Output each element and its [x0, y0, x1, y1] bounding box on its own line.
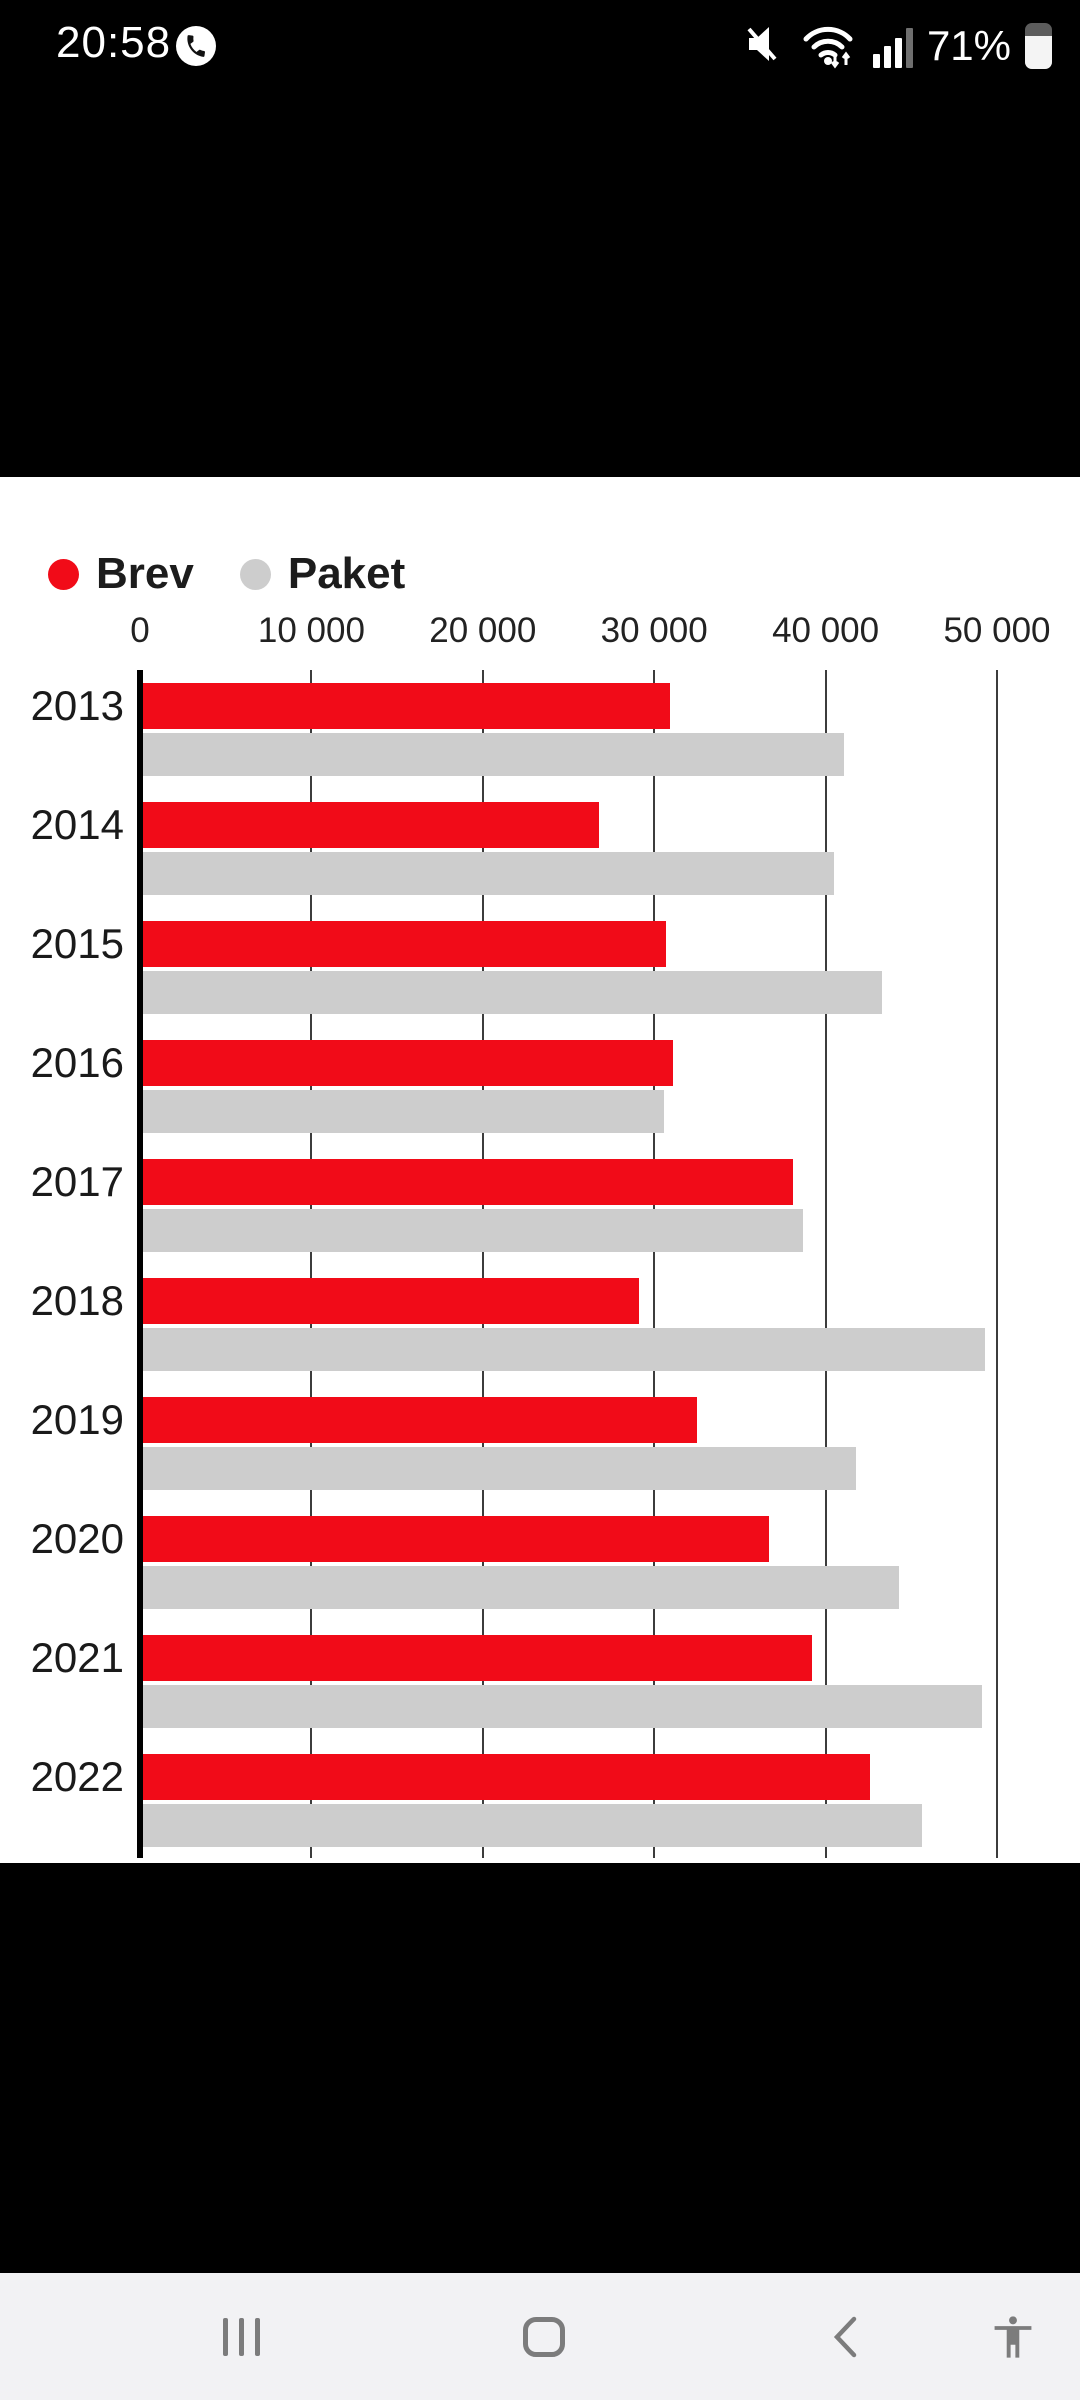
x-tick-label: 10 000	[257, 611, 365, 650]
legend-dot-brev	[48, 558, 79, 590]
legend-label-brev: Brev	[96, 549, 194, 598]
accessibility-icon	[994, 2315, 1032, 2358]
ongoing-call-icon	[176, 26, 216, 66]
year-label: 2020	[30, 1515, 124, 1562]
signal-icon	[872, 24, 913, 68]
home-icon	[523, 2316, 565, 2357]
x-tick-label: 20 000	[429, 611, 537, 650]
status-time: 20:58	[56, 18, 172, 67]
plot-area: 2013 2014 2015 2016 2017 2018 2019 2020 2021 2022	[0, 477, 1080, 1863]
bar-paket-2017	[143, 1209, 804, 1252]
legend-item-paket: Paket	[239, 549, 406, 599]
wifi-icon	[801, 19, 859, 74]
chart-panel: Brev Paket 0 10 000 20 000 30 000 40 000 50 0…	[0, 477, 1080, 1863]
recents-button[interactable]	[193, 2273, 289, 2400]
year-label: 2015	[30, 920, 124, 967]
gridline	[481, 670, 484, 1858]
bar-paket-2015	[143, 971, 883, 1014]
gridline	[824, 670, 827, 1858]
year-label: 2017	[30, 1158, 124, 1205]
x-tick-label: 40 000	[772, 611, 880, 650]
year-label: 2019	[30, 1396, 124, 1443]
bar-paket-2013	[143, 733, 845, 776]
year-label: 2014	[30, 801, 124, 848]
gridline	[996, 670, 998, 1858]
year-label: 2018	[30, 1277, 124, 1324]
accessibility-button[interactable]	[965, 2273, 1061, 2400]
back-icon	[833, 2316, 857, 2357]
gridline	[310, 670, 313, 1858]
bar-brev-2013	[143, 683, 670, 729]
bar-paket-2016	[143, 1090, 665, 1133]
bar-brev-2015	[143, 921, 667, 967]
year-label: 2021	[30, 1634, 124, 1681]
navigation-bar	[0, 2273, 1080, 2400]
home-button[interactable]	[496, 2273, 592, 2400]
bar-paket-2022	[143, 1804, 922, 1847]
bar-paket-2014	[143, 852, 835, 895]
bar-paket-2020	[143, 1566, 900, 1609]
gridline	[653, 670, 656, 1858]
year-label: 2013	[30, 682, 124, 729]
x-tick-label: 50 000	[943, 611, 1051, 650]
legend-dot-paket	[239, 558, 271, 590]
mute-icon	[741, 21, 787, 72]
bar-brev-2017	[143, 1159, 794, 1205]
bar-brev-2021	[143, 1635, 812, 1681]
bar-paket-2019	[143, 1447, 857, 1490]
bar-paket-2021	[143, 1685, 982, 1728]
bar-brev-2016	[143, 1040, 674, 1086]
bar-brev-2022	[143, 1754, 871, 1800]
battery-percent: 71%	[926, 22, 1011, 69]
status-bar: 20:58	[0, 0, 1080, 92]
bar-brev-2014	[143, 802, 600, 848]
year-label: 2022	[30, 1753, 124, 1800]
x-tick-label: 0	[130, 611, 150, 650]
y-axis-line	[137, 670, 143, 1858]
bar-brev-2020	[143, 1516, 770, 1562]
bar-paket-2018	[143, 1328, 985, 1371]
year-label: 2016	[30, 1039, 124, 1086]
battery-icon	[1025, 23, 1052, 69]
legend-item-brev: Brev	[48, 549, 194, 599]
bar-brev-2018	[143, 1278, 639, 1324]
bar-brev-2019	[143, 1397, 698, 1443]
back-button[interactable]	[798, 2273, 894, 2400]
legend-label-paket: Paket	[287, 549, 406, 598]
x-tick-label: 30 000	[600, 611, 708, 650]
chart-legend: Brev Paket	[48, 549, 451, 599]
